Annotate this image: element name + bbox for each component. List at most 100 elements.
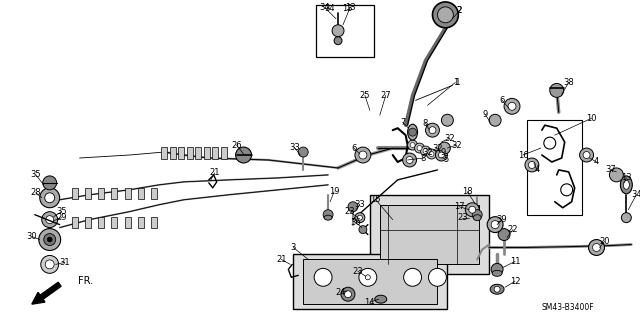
- Ellipse shape: [410, 143, 415, 148]
- Text: 13: 13: [342, 4, 352, 13]
- Text: 30: 30: [26, 232, 37, 241]
- Text: 18: 18: [462, 187, 472, 196]
- Bar: [161, 147, 167, 159]
- Text: 4: 4: [534, 166, 540, 174]
- Bar: [72, 188, 77, 199]
- Text: 16: 16: [518, 151, 528, 160]
- Ellipse shape: [355, 147, 371, 163]
- Ellipse shape: [465, 203, 479, 217]
- Ellipse shape: [491, 263, 503, 275]
- Ellipse shape: [433, 2, 458, 28]
- Bar: [98, 217, 104, 227]
- Ellipse shape: [429, 127, 436, 134]
- Ellipse shape: [42, 212, 58, 227]
- Ellipse shape: [40, 188, 60, 208]
- Ellipse shape: [550, 84, 564, 97]
- Bar: [221, 147, 227, 159]
- Text: 12: 12: [509, 277, 520, 286]
- Text: 32: 32: [444, 134, 454, 143]
- Text: 1: 1: [454, 78, 460, 87]
- Text: 19: 19: [329, 187, 339, 196]
- Text: 23: 23: [457, 213, 468, 222]
- Text: 31: 31: [60, 258, 70, 267]
- Ellipse shape: [341, 287, 355, 301]
- Text: 23: 23: [353, 267, 364, 276]
- Ellipse shape: [561, 184, 573, 196]
- Text: 3: 3: [291, 243, 296, 252]
- Ellipse shape: [408, 124, 417, 140]
- Text: 2: 2: [457, 6, 462, 15]
- Ellipse shape: [473, 215, 481, 221]
- Ellipse shape: [43, 176, 57, 190]
- Text: 9: 9: [483, 110, 488, 119]
- Bar: [98, 188, 104, 199]
- Text: 2: 2: [456, 6, 462, 15]
- Ellipse shape: [583, 152, 590, 159]
- Ellipse shape: [609, 168, 623, 182]
- Ellipse shape: [314, 268, 332, 286]
- Text: 27: 27: [380, 91, 391, 100]
- Bar: [370, 195, 489, 274]
- Ellipse shape: [404, 268, 422, 286]
- Ellipse shape: [359, 151, 367, 159]
- Bar: [138, 188, 144, 199]
- Text: 36: 36: [351, 218, 362, 227]
- Bar: [85, 188, 91, 199]
- Bar: [111, 217, 117, 227]
- Ellipse shape: [44, 234, 56, 246]
- Ellipse shape: [623, 180, 629, 189]
- Text: 22: 22: [508, 225, 518, 234]
- Ellipse shape: [423, 149, 428, 153]
- Ellipse shape: [498, 229, 510, 241]
- Text: 34: 34: [631, 190, 640, 199]
- Ellipse shape: [487, 217, 503, 233]
- Text: 37: 37: [605, 166, 616, 174]
- Text: 29: 29: [56, 213, 67, 222]
- Text: 28: 28: [31, 188, 41, 197]
- Text: 14: 14: [365, 298, 375, 307]
- Ellipse shape: [620, 176, 632, 194]
- Text: 6: 6: [499, 96, 505, 105]
- Text: 20: 20: [599, 237, 610, 246]
- Bar: [204, 147, 210, 159]
- Ellipse shape: [363, 272, 373, 282]
- Text: 17: 17: [454, 202, 465, 211]
- Bar: [380, 205, 479, 264]
- Ellipse shape: [489, 114, 501, 126]
- Ellipse shape: [589, 240, 604, 256]
- Bar: [85, 217, 91, 227]
- Text: 33: 33: [355, 200, 365, 209]
- Bar: [212, 147, 218, 159]
- Text: 32: 32: [451, 141, 461, 150]
- Ellipse shape: [492, 271, 502, 276]
- Text: 35: 35: [31, 170, 41, 179]
- Text: 15: 15: [371, 195, 381, 204]
- Text: 34: 34: [320, 4, 330, 12]
- Text: 24: 24: [336, 288, 346, 297]
- Ellipse shape: [298, 147, 308, 157]
- Text: 38: 38: [563, 78, 574, 87]
- Text: FR.: FR.: [77, 276, 93, 286]
- Text: SM43-B3400F: SM43-B3400F: [542, 303, 595, 312]
- Ellipse shape: [406, 157, 413, 163]
- Ellipse shape: [429, 152, 434, 157]
- Ellipse shape: [408, 140, 417, 150]
- Ellipse shape: [365, 275, 371, 280]
- Text: 8: 8: [421, 153, 426, 162]
- Bar: [125, 217, 131, 227]
- Ellipse shape: [468, 206, 476, 213]
- Ellipse shape: [491, 221, 499, 229]
- Bar: [316, 5, 374, 56]
- Bar: [303, 259, 438, 304]
- Text: 33: 33: [289, 143, 300, 152]
- Text: 1: 1: [452, 78, 458, 87]
- Ellipse shape: [41, 256, 59, 273]
- Bar: [527, 120, 582, 215]
- Ellipse shape: [359, 268, 377, 286]
- Text: 6: 6: [351, 144, 356, 152]
- Bar: [151, 188, 157, 199]
- Ellipse shape: [334, 37, 342, 45]
- Text: 13: 13: [621, 174, 632, 182]
- Text: 4: 4: [594, 158, 599, 167]
- Ellipse shape: [355, 213, 365, 223]
